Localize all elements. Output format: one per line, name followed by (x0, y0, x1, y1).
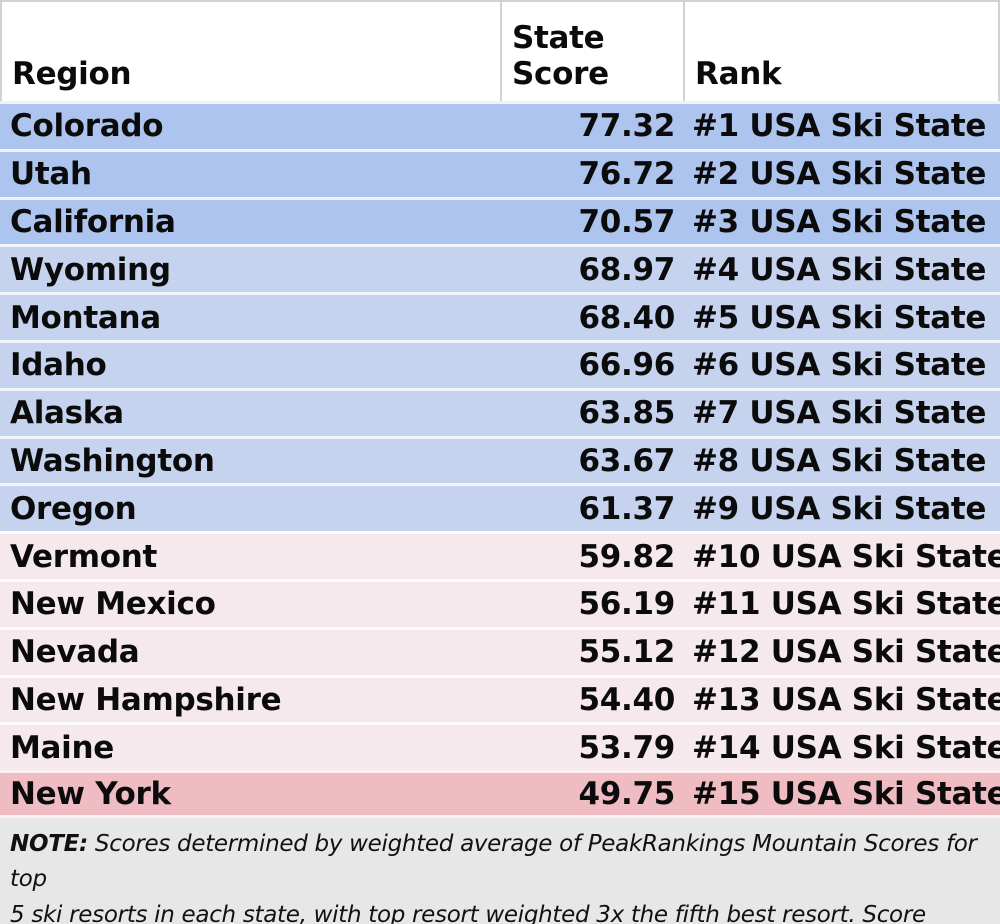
rank-cell: #15 USA Ski State (692, 776, 1000, 813)
score-cell: 59.82 (578, 538, 675, 575)
column-header-region: Region (2, 2, 502, 101)
region-cell: Oregon (10, 490, 137, 527)
rank-cell: #10 USA Ski State (692, 538, 1000, 575)
score-cell: 53.79 (578, 729, 675, 766)
region-cell: Maine (10, 729, 114, 766)
score-cell: 63.85 (578, 395, 675, 432)
rank-cell: #4 USA Ski State (692, 251, 987, 288)
region-cell: Montana (10, 299, 161, 336)
table-row: Idaho 66.96 #6 USA Ski State (0, 339, 1000, 388)
table-row: Montana 68.40 #5 USA Ski State (0, 292, 1000, 340)
region-cell: Wyoming (10, 251, 171, 288)
rank-cell: #5 USA Ski State (692, 299, 987, 336)
table-row: Alaska 63.85 #7 USA Ski State (0, 387, 1000, 436)
footnote-line: NOTE: Scores determined by weighted aver… (10, 827, 990, 898)
rank-cell: #9 USA Ski State (692, 490, 987, 527)
rank-cell: #7 USA Ski State (692, 395, 987, 432)
table-row: Wyoming 68.97 #4 USA Ski State (0, 244, 1000, 293)
score-cell: 61.37 (578, 490, 675, 527)
region-cell: Utah (10, 156, 92, 193)
table-row: Washington 63.67 #8 USA Ski State (0, 435, 1000, 484)
score-cell: 77.32 (578, 108, 675, 145)
footnote-text: Scores determined by weighted average of… (10, 830, 977, 893)
score-cell: 63.67 (578, 442, 675, 479)
table-row: Vermont 59.82 #10 USA Ski State (0, 531, 1000, 579)
rank-cell: #11 USA Ski State (692, 586, 1000, 623)
rank-cell: #3 USA Ski State (692, 203, 987, 240)
table-header: Region State Score Rank (0, 0, 1000, 101)
score-cell: 55.12 (578, 634, 675, 671)
region-cell: Nevada (10, 634, 140, 671)
region-cell: Vermont (10, 538, 157, 575)
score-cell: 56.19 (578, 586, 675, 623)
table-row: California 70.57 #3 USA Ski State (0, 196, 1000, 245)
rank-cell: #12 USA Ski State (692, 634, 1000, 671)
column-header-state-score-label: State Score (512, 19, 609, 93)
column-header-state-score: State Score (502, 2, 685, 101)
footnote-line: 5 ski resorts in each state, with top re… (10, 901, 926, 924)
rank-cell: #14 USA Ski State (692, 729, 1000, 766)
region-cell: Colorado (10, 108, 164, 145)
table-row: New Hampshire 54.40 #13 USA Ski State (0, 674, 1000, 723)
region-cell: Washington (10, 442, 215, 479)
region-cell: Alaska (10, 395, 124, 432)
table-row: Maine 53.79 #14 USA Ski State (0, 722, 1000, 771)
region-cell: New York (10, 776, 171, 813)
table-row: Oregon 61.37 #9 USA Ski State (0, 483, 1000, 532)
region-cell: California (10, 203, 176, 240)
rank-cell: #8 USA Ski State (692, 442, 987, 479)
note-label: NOTE: (10, 830, 88, 857)
score-cell: 76.72 (578, 156, 675, 193)
region-cell: New Hampshire (10, 681, 282, 718)
table-row: Nevada 55.12 #12 USA Ski State (0, 626, 1000, 675)
column-header-region-label: Region (12, 56, 132, 93)
table-row: Colorado 77.32 #1 USA Ski State (0, 101, 1000, 149)
table-body: Colorado 77.32 #1 USA Ski State Utah 76.… (0, 101, 1000, 818)
score-cell: 68.40 (578, 299, 675, 336)
rank-cell: #13 USA Ski State (692, 681, 1000, 718)
score-cell: 70.57 (578, 203, 675, 240)
region-cell: New Mexico (10, 586, 216, 623)
column-header-rank: Rank (685, 2, 998, 101)
region-cell: Idaho (10, 347, 107, 384)
column-header-rank-label: Rank (695, 56, 782, 93)
footnote: NOTE: Scores determined by weighted aver… (0, 817, 1000, 924)
table-row: Utah 76.72 #2 USA Ski State (0, 148, 1000, 197)
table-row: New Mexico 56.19 #11 USA Ski State (0, 578, 1000, 627)
score-cell: 54.40 (578, 681, 675, 718)
rank-cell: #2 USA Ski State (692, 156, 987, 193)
score-cell: 68.97 (578, 251, 675, 288)
table-row: New York 49.75 #15 USA Ski State (0, 770, 1000, 818)
score-cell: 66.96 (578, 347, 675, 384)
rank-cell: #6 USA Ski State (692, 347, 987, 384)
rank-cell: #1 USA Ski State (692, 108, 987, 145)
score-cell: 49.75 (578, 776, 675, 813)
